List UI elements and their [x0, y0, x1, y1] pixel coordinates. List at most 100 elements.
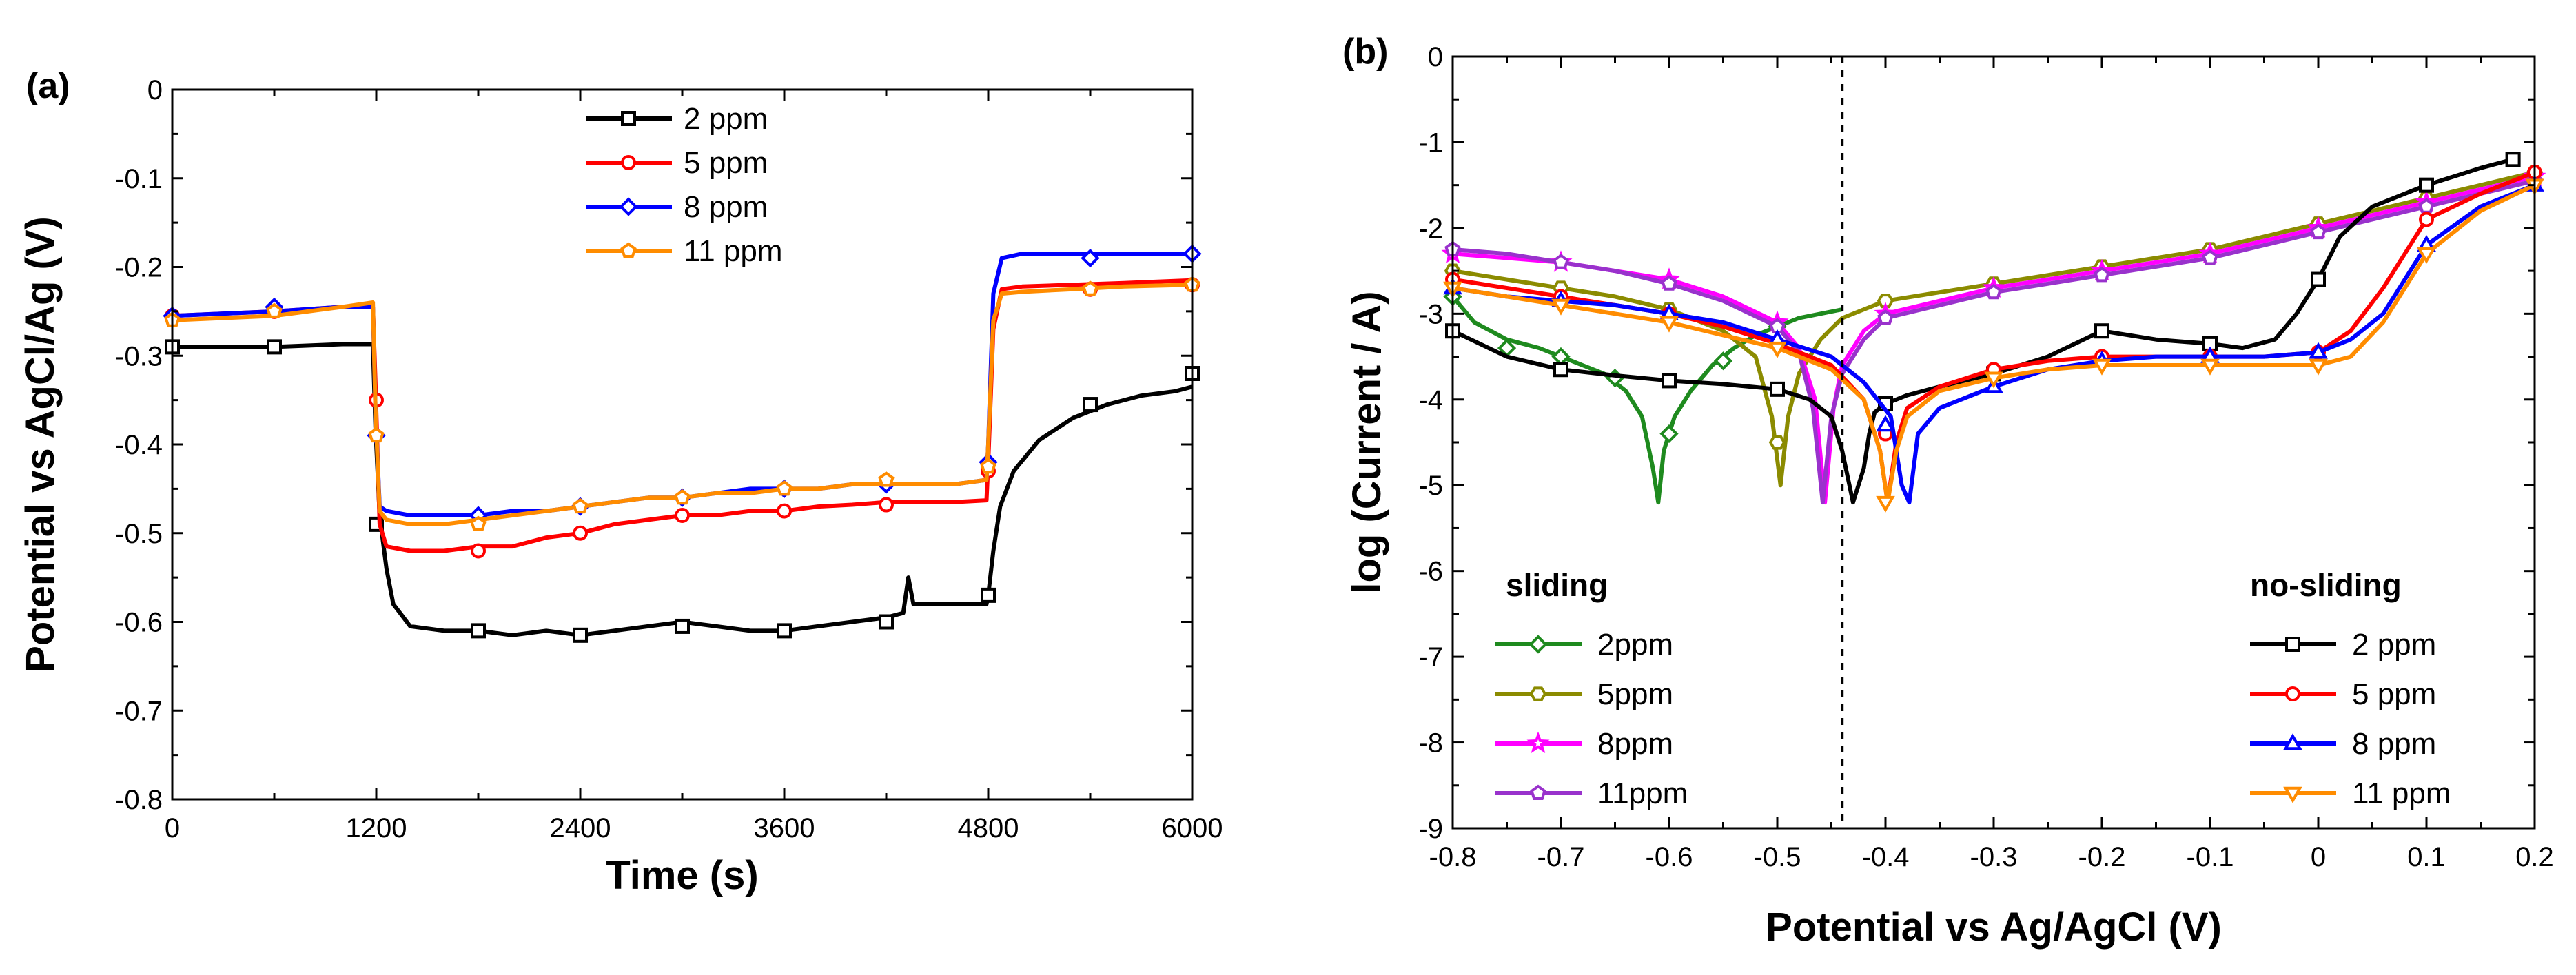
legend-item: 11ppm	[1495, 777, 1688, 810]
legend-no-sliding: no-sliding 2 ppm 5 ppm 8 ppm 11 ppm	[2250, 567, 2451, 810]
series-marker	[1876, 415, 1895, 432]
x-tick-label: 0	[165, 813, 180, 843]
x-tick-label: -0.1	[2187, 842, 2234, 872]
series-marker	[1551, 347, 1571, 367]
series-marker	[2202, 249, 2218, 265]
y-tick-label: -6	[1418, 557, 1443, 587]
series-marker	[1984, 371, 2003, 389]
panel-b-plot-frame	[1451, 55, 2536, 830]
series-marker	[2505, 152, 2521, 167]
series-no-sliding-11ppm	[1443, 178, 2544, 513]
series-marker	[1081, 248, 1100, 268]
x-tick-label: -0.3	[1970, 842, 2018, 872]
series-marker	[266, 302, 283, 318]
x-tick-label: 0.2	[2515, 842, 2554, 872]
series-marker	[1985, 283, 2002, 300]
y-tick-label: -1	[1418, 127, 1443, 158]
panel-b-ticks: -0.8 -0.7 -0.6 -0.5 -0.4 -0.3 -0.2 -0.1 0 0.1 0.2 0…	[1418, 42, 2553, 872]
legend-marker	[621, 111, 636, 126]
series-marker	[674, 489, 691, 505]
series-marker	[2419, 177, 2434, 193]
series-marker	[776, 480, 793, 496]
legend-item: 8 ppm	[586, 190, 768, 224]
series-marker	[2309, 358, 2328, 376]
y-tick-label: -0.7	[115, 696, 163, 726]
series-marker	[2310, 223, 2327, 240]
x-tick-label: -0.8	[1429, 842, 1477, 872]
legend-item: 5 ppm	[2250, 677, 2436, 711]
legend-label: 5ppm	[1597, 677, 1673, 711]
panel-a-ticks: 0 1200 2400 3600 4800 6000 0 -0.1 -0.2 -0.3 -0.4 -0…	[115, 75, 1223, 843]
y-tick-label: -3	[1418, 299, 1443, 329]
y-tick-label: -2	[1418, 214, 1443, 244]
series-sliding-11ppm	[1444, 172, 2543, 505]
panel-b: (b) -0.8 -0.7 -0.6 -0.5 -0.4 -0.3 -0.2 -0.1 0 0.1…	[1342, 32, 2554, 950]
y-tick-label: -0.1	[115, 164, 163, 194]
series-marker	[573, 525, 588, 541]
y-tick-label: -4	[1418, 385, 1443, 415]
series-marker	[980, 458, 996, 474]
series-marker	[2311, 271, 2326, 287]
panel-a-series-layer	[163, 244, 1202, 643]
series-marker	[1876, 495, 1895, 513]
series-marker	[879, 497, 894, 513]
panel-a-xlabel: Time (s)	[606, 853, 758, 898]
legend-marker	[1526, 731, 1550, 754]
series-marker	[1661, 275, 1677, 291]
series-marker	[572, 497, 589, 514]
x-tick-label: 2400	[550, 813, 611, 843]
series-marker	[675, 508, 690, 523]
y-tick-label: -0.3	[115, 341, 163, 371]
series-marker	[1551, 298, 1571, 316]
series-line	[1452, 170, 2536, 505]
x-tick-label: -0.7	[1537, 842, 1585, 872]
series-marker	[675, 618, 690, 634]
x-tick-label: 1200	[346, 813, 407, 843]
legend-item: 2ppm	[1495, 628, 1673, 661]
legend-label: 2 ppm	[684, 102, 768, 136]
legend-label: 2ppm	[1597, 628, 1673, 661]
series-marker	[878, 471, 895, 487]
series-marker	[1662, 373, 1677, 389]
series-marker	[2092, 358, 2112, 376]
series-marker	[1877, 294, 1894, 309]
series-line	[1452, 174, 2535, 505]
panel-a-legend: 2 ppm 5 ppm 8 ppm 11 ppm	[586, 102, 783, 268]
x-tick-label: -0.4	[1862, 842, 1910, 872]
series-marker	[777, 503, 792, 519]
series-no-sliding-8ppm	[1443, 174, 2544, 505]
legend-label: 11ppm	[1597, 777, 1688, 810]
x-tick-label: -0.2	[2078, 842, 2126, 872]
x-tick-label: 0	[2311, 842, 2326, 872]
y-tick-label: -7	[1418, 642, 1443, 673]
panel-a-plot-frame	[171, 88, 1194, 801]
series-marker	[368, 427, 385, 443]
panel-a-ylabel: Potential vs AgCl/Ag (V)	[18, 216, 63, 673]
legend-marker	[620, 242, 637, 258]
series-marker	[777, 623, 792, 639]
y-tick-label: -8	[1418, 728, 1443, 759]
legend-marker	[1530, 784, 1546, 801]
x-tick-label: 4800	[958, 813, 1019, 843]
legend-marker	[1529, 635, 1548, 654]
legend-item: 11 ppm	[586, 234, 783, 268]
y-tick-label: -0.5	[115, 519, 163, 549]
series-5ppm	[165, 277, 1200, 559]
series-marker	[2309, 342, 2328, 359]
series-marker	[471, 543, 486, 559]
legend-label: 8 ppm	[2352, 727, 2436, 761]
series-line	[1452, 183, 2536, 505]
legend-item: 8 ppm	[2250, 727, 2436, 761]
series-marker	[1553, 254, 1569, 269]
series-marker	[1713, 351, 1733, 371]
legend-item: 11 ppm	[2250, 777, 2451, 810]
series-marker	[981, 587, 996, 603]
legend-label: 11 ppm	[2352, 777, 2451, 810]
series-marker	[2417, 247, 2436, 265]
series-line	[172, 283, 1193, 526]
y-tick-label: -9	[1418, 814, 1443, 844]
legend-marker	[1529, 686, 1547, 701]
legend-marker	[2283, 733, 2302, 750]
series-marker	[267, 339, 282, 355]
